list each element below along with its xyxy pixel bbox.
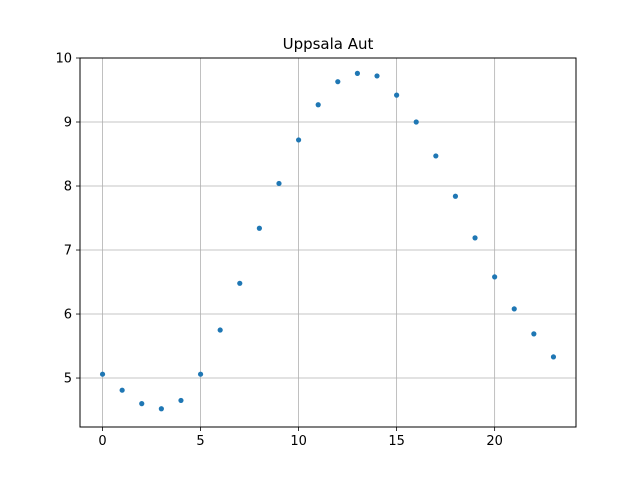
grid-lines — [80, 57, 576, 427]
data-point — [452, 193, 459, 199]
data-points — [99, 70, 557, 412]
x-tick-label: 0 — [98, 434, 106, 449]
data-point — [295, 137, 302, 143]
data-point — [354, 70, 361, 76]
y-tick-label: 8 — [64, 180, 72, 195]
y-tick-label: 5 — [64, 372, 72, 387]
data-point — [315, 102, 321, 108]
data-point — [178, 397, 184, 404]
data-point — [394, 92, 400, 98]
data-point — [492, 274, 498, 280]
y-tick-label: 6 — [64, 308, 72, 323]
y-tick-label: 9 — [64, 116, 72, 131]
data-point — [472, 235, 478, 241]
data-point — [217, 327, 223, 333]
chart-title: Uppsala Aut — [283, 35, 374, 53]
data-point — [550, 354, 557, 360]
x-tick-label: 5 — [196, 434, 204, 449]
x-tick-label: 20 — [486, 434, 503, 449]
x-tick-label: 15 — [388, 434, 405, 449]
x-tick-label: 10 — [290, 434, 307, 449]
data-point — [237, 280, 243, 286]
y-tick-label: 7 — [64, 244, 72, 259]
data-point — [531, 331, 537, 337]
data-point — [158, 406, 164, 412]
x-axis: 0 5 10 15 20 — [98, 427, 503, 449]
data-point — [413, 119, 419, 125]
y-tick-label: 10 — [55, 52, 72, 67]
data-point — [276, 180, 282, 187]
data-point — [256, 225, 262, 231]
data-point — [139, 401, 145, 407]
data-point — [119, 387, 125, 393]
data-point — [197, 371, 204, 377]
data-point — [433, 153, 439, 159]
data-point — [374, 73, 380, 79]
data-point — [99, 371, 106, 377]
y-axis: 5 6 7 8 9 10 — [55, 52, 80, 387]
data-point — [335, 79, 341, 85]
plot-frame — [79, 57, 577, 428]
data-point — [511, 306, 517, 312]
